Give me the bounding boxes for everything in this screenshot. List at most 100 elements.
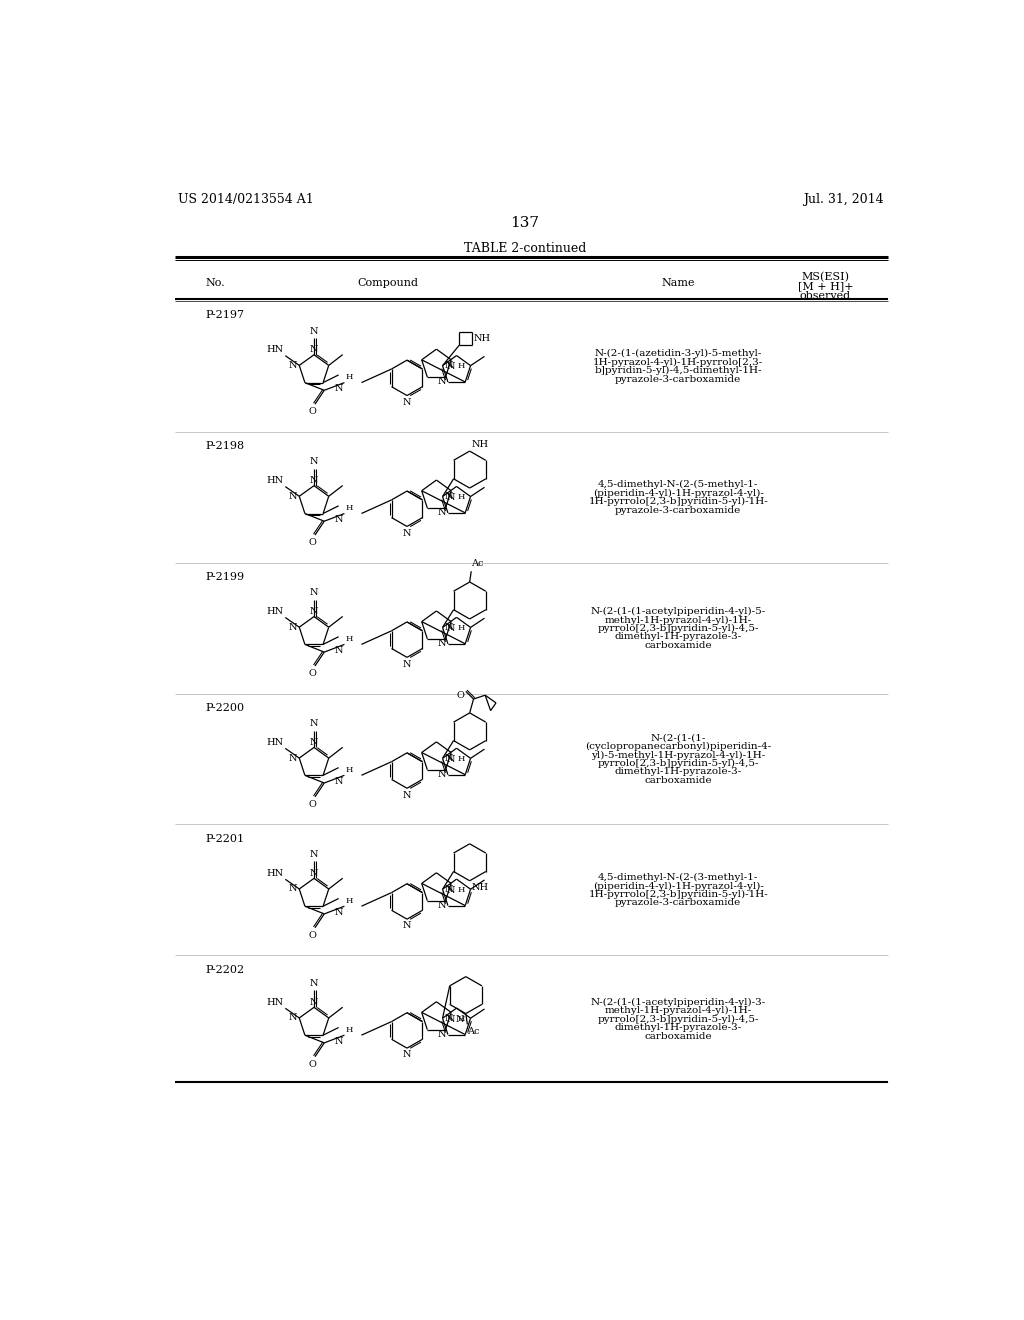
Text: N: N (335, 645, 343, 655)
Text: 4,5-dimethyl-N-(2-(3-methyl-1-: 4,5-dimethyl-N-(2-(3-methyl-1- (598, 873, 759, 882)
Text: N: N (309, 850, 318, 859)
Text: pyrazole-3-carboxamide: pyrazole-3-carboxamide (615, 375, 741, 384)
Text: N: N (446, 624, 456, 632)
Text: HN: HN (266, 869, 284, 878)
Text: TABLE 2-continued: TABLE 2-continued (464, 242, 586, 255)
Text: N: N (438, 639, 446, 648)
Text: Jul. 31, 2014: Jul. 31, 2014 (803, 193, 884, 206)
Text: HN: HN (266, 607, 284, 616)
Text: H: H (346, 635, 353, 643)
Text: N: N (438, 1030, 446, 1039)
Text: pyrazole-3-carboxamide: pyrazole-3-carboxamide (615, 899, 741, 907)
Text: (piperidin-4-yl)-1H-pyrazol-4-yl)-: (piperidin-4-yl)-1H-pyrazol-4-yl)- (593, 488, 764, 498)
Text: dimethyl-1H-pyrazole-3-: dimethyl-1H-pyrazole-3- (614, 1023, 741, 1032)
Text: P-2197: P-2197 (206, 310, 245, 319)
Text: NH: NH (471, 440, 488, 449)
Text: N: N (402, 529, 412, 537)
Text: H: H (458, 492, 465, 502)
Text: O: O (308, 931, 316, 940)
Text: P-2201: P-2201 (206, 834, 245, 843)
Text: O: O (308, 408, 316, 416)
Text: NH: NH (471, 883, 488, 892)
Text: 137: 137 (510, 216, 540, 230)
Text: HN: HN (266, 477, 284, 484)
Text: US 2014/0213554 A1: US 2014/0213554 A1 (178, 193, 314, 206)
Text: P-2199: P-2199 (206, 572, 245, 582)
Text: P-2202: P-2202 (206, 965, 245, 974)
Text: [M + H]+: [M + H]+ (798, 281, 853, 292)
Text: carboxamide: carboxamide (644, 776, 712, 785)
Text: N: N (444, 884, 453, 894)
Text: N: N (309, 979, 318, 989)
Text: N: N (309, 589, 318, 597)
Text: N: N (446, 362, 456, 371)
Text: yl)-5-methyl-1H-pyrazol-4-yl)-1H-: yl)-5-methyl-1H-pyrazol-4-yl)-1H- (591, 751, 765, 759)
Text: N: N (446, 886, 456, 895)
Text: N: N (309, 345, 318, 354)
Text: O: O (308, 539, 316, 548)
Text: observed: observed (800, 290, 851, 301)
Text: H: H (458, 755, 465, 763)
Text: O: O (457, 690, 464, 700)
Text: N: N (444, 623, 453, 632)
Text: pyrrolo[2,3-b]pyridin-5-yl)-4,5-: pyrrolo[2,3-b]pyridin-5-yl)-4,5- (597, 759, 759, 768)
Text: N: N (444, 362, 453, 370)
Text: N: N (309, 738, 318, 747)
Text: dimethyl-1H-pyrazole-3-: dimethyl-1H-pyrazole-3- (614, 632, 741, 642)
Text: N: N (289, 754, 297, 763)
Text: Ac: Ac (467, 1027, 480, 1036)
Text: N-(2-(1-(1-acetylpiperidin-4-yl)-5-: N-(2-(1-(1-acetylpiperidin-4-yl)-5- (591, 607, 766, 616)
Text: O: O (308, 1060, 316, 1069)
Text: H: H (458, 624, 465, 632)
Text: H: H (458, 1015, 465, 1023)
Text: NH: NH (474, 334, 492, 343)
Text: N: N (446, 755, 456, 764)
Text: N: N (289, 623, 297, 632)
Text: HN: HN (266, 345, 284, 354)
Text: methyl-1H-pyrazol-4-yl)-1H-: methyl-1H-pyrazol-4-yl)-1H- (604, 1006, 752, 1015)
Text: N: N (335, 515, 343, 524)
Text: H: H (346, 766, 353, 774)
Text: N: N (309, 869, 318, 878)
Text: N: N (335, 908, 343, 917)
Text: 1H-pyrrolo[2,3-b]pyridin-5-yl)-1H-: 1H-pyrrolo[2,3-b]pyridin-5-yl)-1H- (589, 890, 768, 899)
Text: N: N (309, 477, 318, 484)
Text: N: N (402, 397, 412, 407)
Text: No.: No. (206, 277, 225, 288)
Text: MS(ESI): MS(ESI) (802, 272, 850, 282)
Text: N: N (309, 719, 318, 729)
Text: N-(2-(1-(azetidin-3-yl)-5-methyl-: N-(2-(1-(azetidin-3-yl)-5-methyl- (595, 350, 762, 359)
Text: N: N (444, 492, 453, 502)
Text: N: N (402, 921, 412, 931)
Text: N: N (438, 902, 446, 909)
Text: N-(2-(1-(1-acetylpiperidin-4-yl)-3-: N-(2-(1-(1-acetylpiperidin-4-yl)-3- (591, 998, 766, 1007)
Text: H: H (346, 896, 353, 904)
Text: N: N (444, 1014, 453, 1023)
Text: carboxamide: carboxamide (644, 1032, 712, 1040)
Text: H: H (458, 362, 465, 370)
Text: N: N (309, 458, 318, 466)
Text: H: H (346, 374, 353, 381)
Text: N: N (289, 884, 297, 894)
Text: N: N (289, 1014, 297, 1023)
Text: Name: Name (662, 277, 695, 288)
Text: Compound: Compound (357, 277, 418, 288)
Text: (cyclopropanecarbonyl)piperidin-4-: (cyclopropanecarbonyl)piperidin-4- (585, 742, 771, 751)
Text: P-2198: P-2198 (206, 441, 245, 451)
Text: N: N (438, 378, 446, 387)
Text: H: H (458, 886, 465, 894)
Text: N: N (335, 384, 343, 393)
Text: 1H-pyrazol-4-yl)-1H-pyrrolo[2,3-: 1H-pyrazol-4-yl)-1H-pyrrolo[2,3- (593, 358, 763, 367)
Text: N: N (446, 1015, 456, 1024)
Text: pyrrolo[2,3-b]pyridin-5-yl)-4,5-: pyrrolo[2,3-b]pyridin-5-yl)-4,5- (597, 624, 759, 634)
Text: N: N (446, 492, 456, 502)
Text: 1H-pyrrolo[2,3-b]pyridin-5-yl)-1H-: 1H-pyrrolo[2,3-b]pyridin-5-yl)-1H- (589, 498, 768, 507)
Text: O: O (308, 669, 316, 678)
Text: pyrrolo[2,3-b]pyridin-5-yl)-4,5-: pyrrolo[2,3-b]pyridin-5-yl)-4,5- (597, 1015, 759, 1024)
Text: O: O (308, 800, 316, 809)
Text: N: N (309, 998, 318, 1007)
Text: (piperidin-4-yl)-1H-pyrazol-4-yl)-: (piperidin-4-yl)-1H-pyrazol-4-yl)- (593, 882, 764, 891)
Text: N: N (335, 1036, 343, 1045)
Text: N: N (402, 660, 412, 669)
Text: N: N (402, 791, 412, 800)
